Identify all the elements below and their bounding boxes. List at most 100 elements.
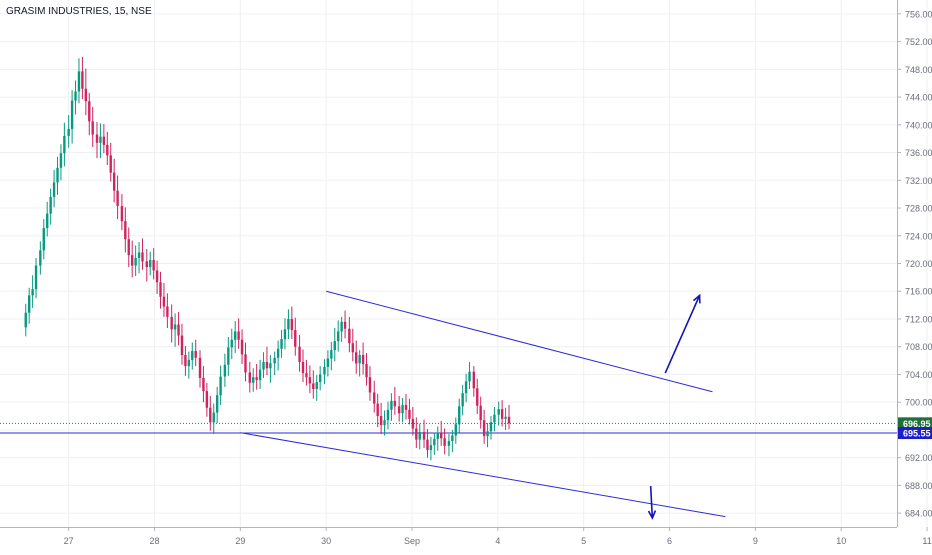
candle-body	[361, 355, 365, 365]
candle-body	[368, 377, 372, 393]
price-tick-label: 700.00	[905, 398, 932, 408]
candle-body	[205, 391, 209, 408]
candle-body	[280, 339, 283, 349]
exchange-label: NSE	[131, 6, 152, 17]
candle-body	[476, 388, 479, 406]
time-tick-label: 28	[149, 536, 159, 546]
candle-body	[56, 167, 59, 183]
candle-body	[223, 364, 227, 377]
candle-body	[134, 257, 137, 266]
candle-body	[202, 377, 205, 392]
candle-body	[355, 352, 358, 364]
candle-body	[358, 355, 361, 364]
candle-body	[343, 321, 347, 329]
time-tick-label: 4	[495, 536, 500, 546]
candle-body	[215, 395, 219, 413]
candle-body	[162, 296, 166, 307]
price-label-text: 696.95	[903, 419, 931, 429]
candle-body	[24, 312, 27, 328]
candle-body	[451, 435, 454, 442]
price-label-text: 695.55	[903, 429, 931, 439]
candle-body	[479, 405, 482, 421]
time-tick-label: 5	[581, 536, 586, 546]
candle-body	[330, 350, 333, 359]
candle-body	[429, 445, 433, 451]
candle-body	[258, 369, 262, 380]
candle-body	[70, 100, 74, 129]
candle-body	[383, 420, 386, 426]
price-tick-label: 728.00	[905, 204, 932, 214]
candle-body	[130, 255, 134, 266]
price-label-box	[898, 417, 932, 430]
candle-body	[255, 377, 258, 380]
candle-body	[269, 363, 272, 369]
candle-body	[472, 371, 476, 389]
candle-body	[46, 213, 49, 229]
candle-body	[497, 409, 500, 415]
candle-body	[159, 282, 162, 297]
candle-body	[348, 328, 351, 344]
candle-body	[504, 416, 507, 419]
candle-body	[390, 400, 393, 410]
price-tick-label: 744.00	[905, 93, 932, 103]
candle-body	[252, 377, 255, 383]
channel-lower-line	[240, 432, 726, 518]
candle-body	[219, 376, 222, 396]
candle-body	[433, 438, 436, 446]
candle-body	[312, 383, 315, 390]
candle-body	[340, 321, 343, 332]
candle-body	[173, 324, 177, 330]
time-tick-label: 11	[922, 536, 931, 546]
candle-body	[212, 412, 215, 423]
candle-body	[461, 393, 464, 407]
candle-body	[464, 381, 468, 394]
candle-body	[170, 316, 173, 330]
price-tick-label: 720.00	[905, 259, 932, 269]
candle-body	[233, 331, 237, 340]
candle-body	[84, 88, 88, 102]
candle-body	[273, 357, 276, 364]
candle-body	[454, 424, 457, 436]
candle-body	[52, 182, 56, 197]
candle-body	[102, 136, 106, 145]
price-tick-label: 716.00	[905, 287, 932, 297]
candle-body	[262, 361, 265, 370]
candle-body	[27, 295, 31, 313]
arrow-down-head	[647, 510, 657, 520]
price-tick-label: 756.00	[905, 9, 932, 19]
candle-body	[401, 404, 404, 414]
candle-body	[112, 172, 116, 191]
price-tick-label: 708.00	[905, 342, 932, 352]
candle-body	[376, 403, 379, 417]
candle-body	[166, 306, 169, 317]
channel-upper-line	[326, 290, 713, 393]
candle-body	[198, 357, 202, 378]
time-tick-label: 10	[836, 536, 846, 546]
candle-body	[507, 416, 511, 424]
candle-body	[351, 343, 354, 353]
candle-body	[418, 432, 421, 440]
candle-body	[336, 331, 340, 342]
candle-body	[155, 270, 159, 283]
candle-body	[397, 406, 401, 414]
candle-body	[120, 205, 124, 222]
candle-body	[379, 416, 383, 426]
candle-body	[365, 364, 368, 378]
candle-body	[77, 71, 81, 92]
price-tick-label: 752.00	[905, 37, 932, 47]
candle-body	[177, 324, 180, 336]
candle-body	[194, 350, 197, 358]
candle-body	[373, 392, 376, 404]
candle-body	[244, 354, 247, 373]
candle-body	[411, 418, 415, 429]
candle-body	[318, 374, 322, 383]
candle-body	[440, 432, 443, 439]
symbol-name: GRASIM INDUSTRIES	[6, 6, 109, 17]
candle-body	[127, 239, 130, 256]
candle-body	[191, 350, 194, 360]
candle-body	[88, 101, 91, 122]
candle-body	[31, 289, 34, 296]
candle-body	[404, 404, 408, 410]
interval-label: 15	[114, 6, 126, 17]
